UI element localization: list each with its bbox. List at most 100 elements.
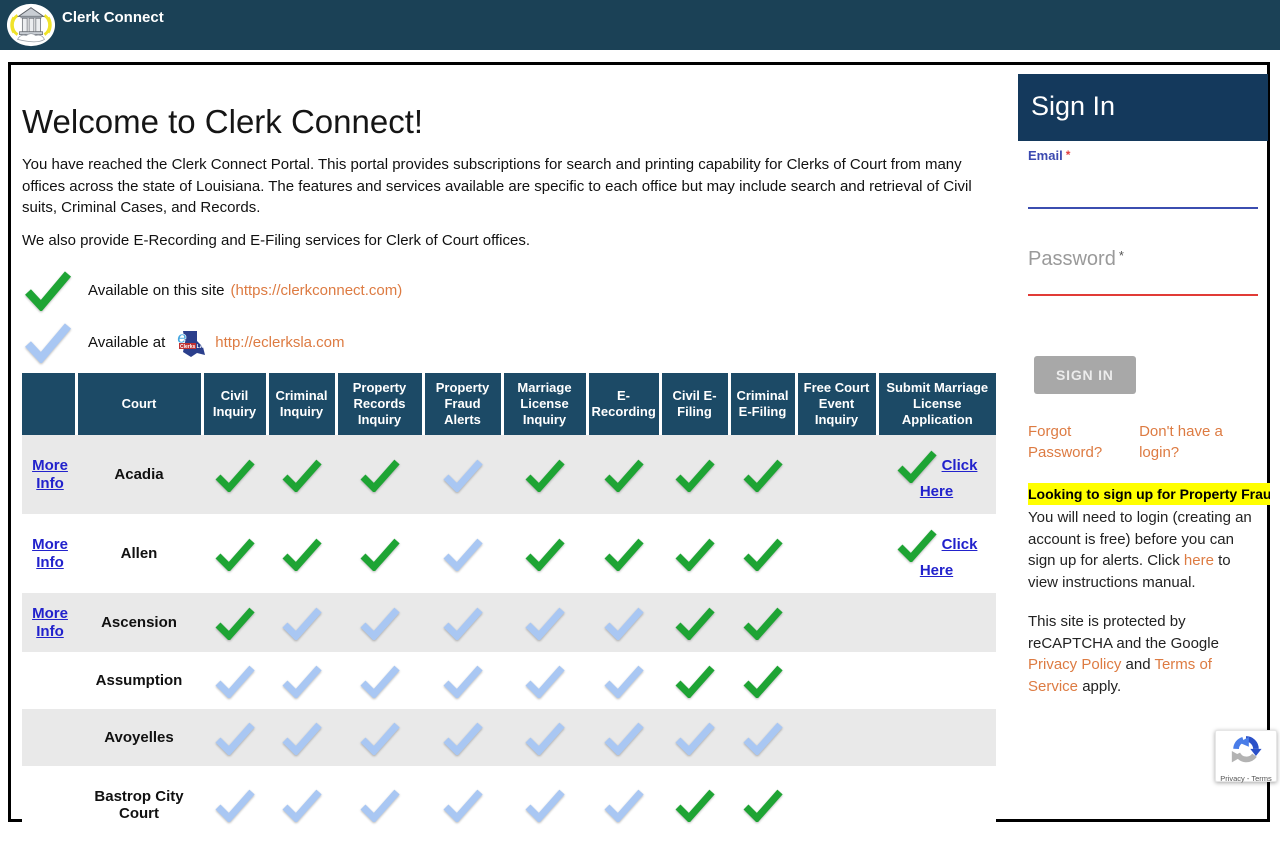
check-green-icon (214, 606, 256, 640)
more-info-link[interactable]: More Info (32, 457, 68, 492)
court-name: Bastrop City Court (76, 766, 202, 844)
check-blue-icon (524, 606, 566, 640)
column-header-civil-inquiry: Civil Inquiry (202, 373, 267, 435)
legend-row-green: Available on this site (https://clerkcon… (22, 267, 1012, 313)
recaptcha-text-after: apply. (1078, 678, 1121, 695)
cell-submit-marriage-license-application: Click Here (877, 514, 996, 593)
availability-legend: Available on this site (https://clerkcon… (22, 267, 1012, 365)
check-green-icon (674, 788, 716, 822)
check-blue-icon (742, 721, 784, 755)
cell-criminal-inquiry (267, 652, 336, 709)
table-row: Assumption (22, 652, 996, 709)
email-field-area (1028, 164, 1258, 209)
cell-property-fraud-alerts (423, 652, 502, 709)
cell-submit-marriage-license-application (877, 593, 996, 652)
check-blue-icon (442, 537, 484, 571)
cell-criminal-e-filing (729, 709, 796, 766)
court-name: Assumption (76, 652, 202, 709)
recaptcha-text-mid: and (1121, 656, 1154, 673)
password-field[interactable] (1028, 272, 1258, 294)
eclerksla-link[interactable]: http://eclerksla.com (215, 334, 344, 351)
column-header-more-info (22, 373, 76, 435)
cell-marriage-license-inquiry (502, 593, 587, 652)
cell-e-recording (587, 766, 660, 844)
check-green-icon (674, 537, 716, 571)
cell-civil-e-filing (660, 652, 729, 709)
check-green-icon (359, 458, 401, 492)
cell-civil-inquiry (202, 514, 267, 593)
cell-marriage-license-inquiry (502, 709, 587, 766)
cell-criminal-inquiry (267, 435, 336, 514)
cell-property-records-inquiry (336, 514, 423, 593)
recaptcha-privacy-terms: Privacy - Terms (1216, 774, 1276, 783)
cell-free-court-event-inquiry (796, 435, 877, 514)
check-green-icon (896, 528, 938, 562)
green-check-icon (24, 269, 72, 311)
cell-property-fraud-alerts (423, 435, 502, 514)
legend-blue-text: Available at e Clerks LA http://eclerksl… (88, 326, 345, 358)
cell-submit-marriage-license-application (877, 709, 996, 766)
check-blue-icon (603, 664, 645, 698)
cell-civil-e-filing (660, 593, 729, 652)
column-header-civil-e-filing: Civil E-Filing (660, 373, 729, 435)
main-content: Welcome to Clerk Connect! You have reach… (22, 65, 1012, 844)
check-green-icon (674, 606, 716, 640)
privacy-policy-link[interactable]: Privacy Policy (1028, 656, 1121, 673)
court-name: Allen (76, 514, 202, 593)
check-blue-icon (674, 721, 716, 755)
check-blue-icon (359, 721, 401, 755)
check-green-icon (742, 788, 784, 822)
check-blue-icon (442, 458, 484, 492)
column-header-property-records-inquiry: Property Records Inquiry (336, 373, 423, 435)
cell-criminal-inquiry (267, 514, 336, 593)
check-blue-icon (281, 788, 323, 822)
column-header-e-recording: E-Recording (587, 373, 660, 435)
more-info-cell (22, 766, 76, 844)
cell-property-fraud-alerts (423, 709, 502, 766)
top-navigation-bar: Clerk Connect (0, 0, 1280, 50)
more-info-link[interactable]: More Info (32, 605, 68, 640)
app-title: Clerk Connect (62, 9, 164, 26)
check-blue-icon (442, 788, 484, 822)
cell-civil-e-filing (660, 766, 729, 844)
cell-property-fraud-alerts (423, 766, 502, 844)
column-header-criminal-e-filing: Criminal E-Filing (729, 373, 796, 435)
cell-property-records-inquiry (336, 766, 423, 844)
forgot-password-link[interactable]: Forgot Password? (1028, 421, 1125, 463)
check-blue-icon (442, 721, 484, 755)
sign-in-links: Forgot Password? Don't have a login? (1018, 421, 1268, 463)
recaptcha-badge[interactable]: Privacy - Terms (1215, 730, 1277, 782)
cell-criminal-inquiry (267, 766, 336, 844)
court-name: Avoyelles (76, 709, 202, 766)
cell-civil-inquiry (202, 593, 267, 652)
cell-property-records-inquiry (336, 435, 423, 514)
dont-have-login-link[interactable]: Don't have a login? (1139, 421, 1258, 463)
more-info-link[interactable]: More Info (32, 536, 68, 571)
instructions-here-link[interactable]: here (1184, 552, 1214, 569)
sign-in-button[interactable]: SIGN IN (1034, 356, 1136, 394)
check-green-icon (896, 449, 938, 483)
cell-civil-inquiry (202, 709, 267, 766)
check-blue-icon (359, 606, 401, 640)
cell-free-court-event-inquiry (796, 593, 877, 652)
clerkconnect-link[interactable]: (https://clerkconnect.com) (230, 282, 402, 299)
check-blue-icon (603, 721, 645, 755)
cell-criminal-inquiry (267, 593, 336, 652)
check-blue-icon (442, 664, 484, 698)
column-header-criminal-inquiry: Criminal Inquiry (267, 373, 336, 435)
legend-green-label: Available on this site (88, 282, 224, 299)
cell-submit-marriage-license-application: Click Here (877, 435, 996, 514)
cell-e-recording (587, 652, 660, 709)
email-label: Email* (1028, 148, 1258, 164)
more-info-cell: More Info (22, 435, 76, 514)
email-field[interactable] (1028, 164, 1258, 207)
check-blue-icon (524, 721, 566, 755)
password-label: Password* (1028, 248, 1258, 272)
cell-civil-e-filing (660, 514, 729, 593)
cell-marriage-license-inquiry (502, 435, 587, 514)
cell-criminal-inquiry (267, 709, 336, 766)
check-blue-icon (603, 606, 645, 640)
